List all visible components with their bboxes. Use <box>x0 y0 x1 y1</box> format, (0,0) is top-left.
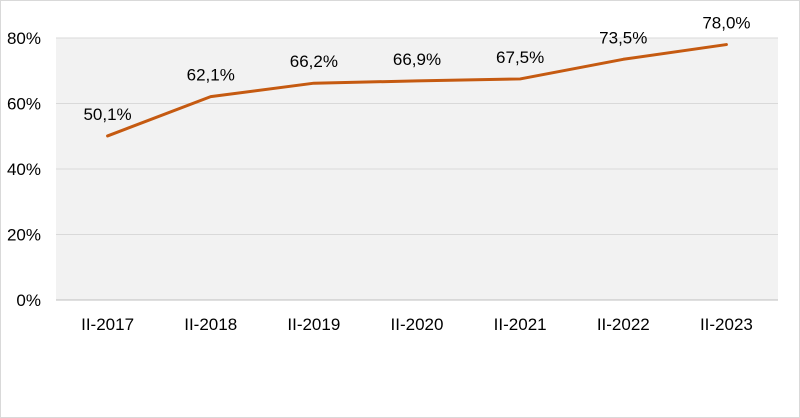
y-tick-label: 60% <box>7 95 41 114</box>
data-label: 50,1% <box>83 105 131 124</box>
x-tick-label: II-2023 <box>700 315 753 334</box>
data-labels: 50,1% 62,1% 66,2% 66,9% 67,5% 73,5% 78,0% <box>83 14 750 124</box>
y-axis-ticks: 0% 20% 40% 60% 80% <box>7 29 41 310</box>
data-label: 78,0% <box>702 14 750 33</box>
y-tick-label: 0% <box>16 291 41 310</box>
data-label: 67,5% <box>496 48 544 67</box>
data-label: 66,9% <box>393 50 441 69</box>
data-label: 73,5% <box>599 28 647 47</box>
gridlines <box>56 37 778 301</box>
x-tick-label: II-2018 <box>184 315 237 334</box>
x-tick-label: II-2020 <box>391 315 444 334</box>
series-line <box>106 43 728 138</box>
x-tick-label: II-2022 <box>597 315 650 334</box>
y-tick-label: 80% <box>7 29 41 48</box>
x-tick-label: II-2021 <box>494 315 547 334</box>
data-label: 62,1% <box>187 66 235 85</box>
x-tick-label: II-2019 <box>287 315 340 334</box>
x-axis-ticks: II-2017 II-2018 II-2019 II-2020 II-2021 II-20… <box>81 315 753 334</box>
y-tick-label: 20% <box>7 226 41 245</box>
x-tick-label: II-2017 <box>81 315 134 334</box>
data-label: 66,2% <box>290 52 338 71</box>
y-tick-label: 40% <box>7 160 41 179</box>
